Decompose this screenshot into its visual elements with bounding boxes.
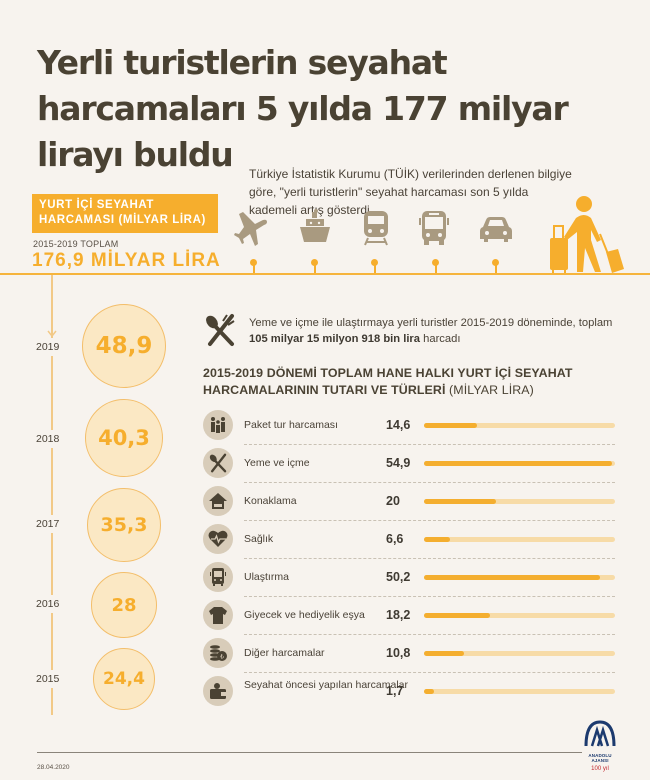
- heart-pulse-icon: [203, 524, 233, 554]
- arrow-down-icon: [47, 330, 57, 338]
- utensils-icon: [206, 314, 235, 346]
- bar-fill: [424, 689, 434, 694]
- bar-track: [424, 651, 615, 656]
- breakdown-row: Seyahat öncesi yapılan harcamalar 1,7: [203, 676, 623, 714]
- bar-fill: [424, 651, 465, 656]
- bar-fill: [424, 423, 477, 428]
- family-icon: [203, 410, 233, 440]
- breakdown-row: Sağlık 6,6: [203, 524, 623, 562]
- note-highlight: 105 milyar 15 milyon 918 bin lira: [249, 333, 421, 345]
- bar-track: [424, 575, 615, 580]
- value-circle: 28: [91, 572, 157, 638]
- year-label: 2019: [36, 338, 60, 356]
- bus-icon: [419, 211, 449, 245]
- logo-text: ANADOLU AJANSI: [588, 753, 612, 763]
- coins-icon: ₺: [203, 638, 233, 668]
- row-divider: [244, 558, 615, 559]
- summary-label-box: YURT İÇİ SEYAHAT HARCAMASI (MİLYAR LİRA): [32, 194, 218, 233]
- value-circle: 48,9: [82, 304, 166, 388]
- page-title: Yerli turistlerin seyahat harcamaları 5 …: [37, 43, 569, 174]
- row-label: Konaklama: [244, 495, 297, 507]
- bar-fill: [424, 461, 613, 466]
- house-icon: [203, 486, 233, 516]
- year-label: 2016: [36, 595, 60, 613]
- bus-icon: [203, 562, 233, 592]
- total-value: 176,9 MİLYAR LİRA: [32, 250, 221, 271]
- row-label: Yeme ve içme: [244, 457, 310, 469]
- bar-fill: [424, 537, 450, 542]
- value-circle: 35,3: [87, 488, 161, 562]
- anadolu-logo: ANADOLU AJANSI 100 yıl: [582, 718, 618, 776]
- value-circle: 24,4: [93, 648, 155, 710]
- row-label: Ulaştırma: [244, 571, 289, 583]
- row-value: 14,6: [386, 418, 411, 432]
- bar-track: [424, 461, 615, 466]
- year-label: 2018: [36, 430, 60, 448]
- wallet-icon: [203, 676, 233, 706]
- row-value: 6,6: [386, 532, 404, 546]
- logo-sub: 100 yıl: [591, 766, 609, 772]
- breakdown-row: ₺ Diğer harcamalar 10,8: [203, 638, 623, 676]
- year-label: 2015: [36, 670, 60, 688]
- ship-icon: [300, 209, 330, 242]
- breakdown-title-bold: 2015-2019 DÖNEMİ TOPLAM HANE HALKI YURT …: [203, 366, 573, 397]
- tshirt-icon: [203, 600, 233, 630]
- summary-label-line1: YURT İÇİ SEYAHAT: [39, 199, 155, 211]
- breakdown-row: Konaklama 20: [203, 486, 623, 524]
- row-label: Diğer harcamalar: [244, 647, 325, 659]
- breakdown-row: Ulaştırma 50,2: [203, 562, 623, 600]
- page-subtitle: Türkiye İstatistik Kurumu (TÜİK) veriler…: [249, 167, 572, 217]
- row-value: 54,9: [386, 456, 411, 470]
- publish-date: 28.04.2020: [37, 764, 70, 771]
- bar-track: [424, 423, 615, 428]
- timeline-line: [51, 275, 53, 715]
- value-circle: 40,3: [85, 399, 163, 477]
- svg-text:₺: ₺: [220, 654, 224, 661]
- bar-fill: [424, 499, 496, 504]
- year-label: 2017: [36, 515, 60, 533]
- breakdown-title-unit: (MİLYAR LİRA): [445, 383, 534, 397]
- breakdown-row: Giyecek ve hediyelik eşya 18,2: [203, 600, 623, 638]
- summary-label-line2: HARCAMASI (MİLYAR LİRA): [39, 214, 206, 226]
- bar-track: [424, 613, 615, 618]
- note-text-after: harcadı: [420, 333, 461, 345]
- note-text-before: Yeme ve içme ile ulaştırmaya yerli turis…: [249, 317, 613, 329]
- bar-track: [424, 499, 615, 504]
- row-label: Seyahat öncesi yapılan harcamalar: [244, 679, 409, 691]
- breakdown-row: Yeme ve içme 54,9: [203, 448, 623, 486]
- bar-track: [424, 537, 615, 542]
- row-value: 1,7: [386, 684, 404, 698]
- breakdown-title: 2015-2019 DÖNEMİ TOPLAM HANE HALKI YURT …: [203, 365, 623, 399]
- train-icon: [364, 211, 388, 246]
- note-text: Yeme ve içme ile ulaştırmaya yerli turis…: [249, 315, 629, 347]
- footer-divider: [37, 752, 582, 753]
- car-icon: [480, 217, 512, 242]
- row-divider: [244, 520, 615, 521]
- bar-fill: [424, 613, 490, 618]
- breakdown-row: Paket tur harcaması 14,6: [203, 410, 623, 448]
- horizontal-divider: [0, 273, 650, 275]
- row-value: 10,8: [386, 646, 411, 660]
- row-divider: [244, 596, 615, 597]
- traveler-icon: [550, 196, 624, 274]
- row-label: Giyecek ve hediyelik eşya: [244, 609, 365, 621]
- row-divider: [244, 482, 615, 483]
- row-value: 20: [386, 494, 400, 508]
- total-caption: 2015-2019 TOPLAM: [33, 239, 119, 249]
- row-value: 50,2: [386, 570, 411, 584]
- airplane-icon: [234, 212, 267, 246]
- row-divider: [244, 634, 615, 635]
- row-label: Paket tur harcaması: [244, 419, 338, 431]
- row-value: 18,2: [386, 608, 411, 622]
- bar-fill: [424, 575, 600, 580]
- utensils-icon: [203, 448, 233, 478]
- bar-track: [424, 689, 615, 694]
- row-label: Sağlık: [244, 533, 274, 545]
- row-divider: [244, 672, 615, 673]
- aa-logo-icon: [584, 720, 616, 747]
- row-divider: [244, 444, 615, 445]
